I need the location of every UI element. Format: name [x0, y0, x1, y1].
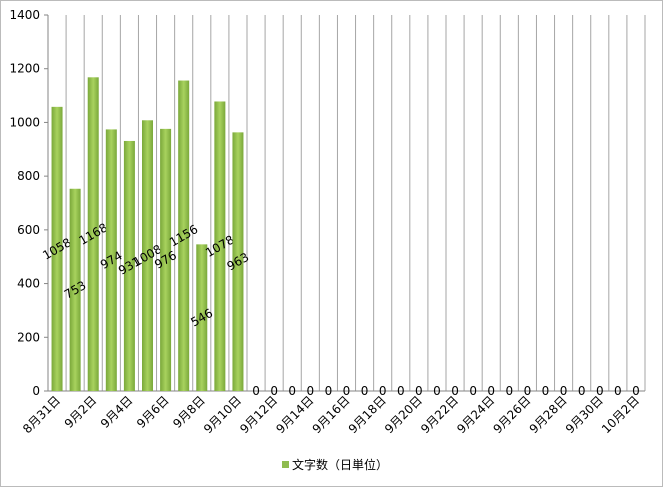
bar	[51, 106, 63, 391]
data-label: 0	[288, 384, 296, 398]
bar	[69, 188, 81, 391]
bar	[142, 120, 153, 391]
data-label: 0	[560, 384, 568, 398]
data-label: 0	[270, 384, 278, 398]
legend-swatch	[282, 461, 289, 468]
y-tick-label: 600	[17, 223, 40, 237]
data-label: 0	[379, 384, 387, 398]
bar	[160, 128, 172, 392]
data-label: 0	[343, 384, 351, 398]
data-label: 0	[469, 384, 477, 398]
y-tick-label: 1000	[9, 115, 40, 129]
data-label: 0	[451, 384, 459, 398]
data-label: 0	[325, 384, 333, 398]
bar	[123, 140, 135, 391]
data-label: 0	[596, 384, 604, 398]
data-label: 0	[433, 384, 441, 398]
data-label: 0	[415, 384, 423, 398]
y-tick-label: 800	[17, 169, 40, 183]
bar	[87, 77, 99, 392]
legend-label: 文字数（日単位）	[292, 457, 388, 472]
data-label: 0	[632, 384, 640, 398]
data-label: 0	[397, 384, 405, 398]
bar	[178, 80, 190, 391]
data-label: 0	[361, 384, 369, 398]
y-tick-label: 400	[17, 277, 40, 291]
y-tick-label: 0	[32, 384, 40, 398]
y-tick-label: 1400	[9, 8, 40, 22]
data-label: 0	[614, 384, 622, 398]
data-label: 0	[524, 384, 532, 398]
y-tick-label: 1200	[9, 62, 40, 76]
data-label: 0	[487, 384, 495, 398]
bar	[214, 101, 226, 391]
data-label: 0	[505, 384, 513, 398]
data-label: 0	[252, 384, 260, 398]
bar	[232, 132, 244, 391]
bar	[196, 244, 208, 391]
data-label: 0	[578, 384, 586, 398]
data-label: 0	[306, 384, 314, 398]
y-tick-label: 200	[17, 330, 40, 344]
bar	[105, 129, 117, 391]
data-label: 0	[542, 384, 550, 398]
